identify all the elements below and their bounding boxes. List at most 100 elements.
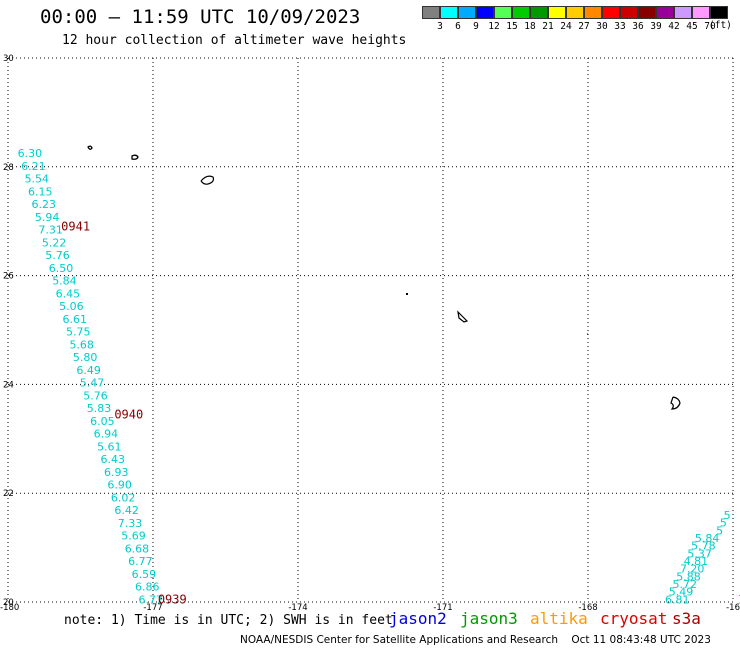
legend-label: 9 bbox=[473, 21, 479, 32]
legend-unit: (ft) bbox=[709, 20, 732, 31]
legend-label: 27 bbox=[578, 21, 590, 32]
legend-label: 15 bbox=[506, 21, 518, 32]
island-outline bbox=[406, 293, 408, 295]
wave-height-point: 5 bbox=[724, 509, 731, 522]
wave-height-point: 6.94 bbox=[94, 428, 119, 441]
wave-height-point: 5.94 bbox=[35, 211, 60, 224]
legend-label: 18 bbox=[524, 21, 536, 32]
wave-height-point: 5.80 bbox=[73, 351, 98, 364]
legend-label: 24 bbox=[560, 21, 572, 32]
wave-height-point: 6.02 bbox=[111, 491, 136, 504]
legend-swatch bbox=[458, 6, 476, 19]
legend-swatch bbox=[620, 6, 638, 19]
legend-label: 42 bbox=[668, 21, 680, 32]
island-outline bbox=[131, 154, 139, 160]
legend-swatch bbox=[494, 6, 512, 19]
satellite-label-altika: altika bbox=[530, 609, 588, 628]
legend-swatch bbox=[584, 6, 602, 19]
wave-height-point: 6.59 bbox=[132, 568, 157, 581]
wave-height-point: 6.77 bbox=[128, 555, 153, 568]
map-grid bbox=[7, 57, 734, 603]
legend-label: 30 bbox=[596, 21, 608, 32]
wave-height-point: 6.68 bbox=[125, 542, 150, 555]
wave-height-point: 5.76 bbox=[83, 389, 108, 402]
island-outline bbox=[200, 175, 215, 185]
legend-swatch bbox=[422, 6, 440, 19]
wave-height-point: 6.77 bbox=[139, 593, 164, 606]
data-points: 6.306.215.546.156.235.947.315.225.766.50… bbox=[18, 147, 740, 606]
legend-swatch bbox=[674, 6, 692, 19]
legend-label: 45 bbox=[686, 21, 698, 32]
island-outline bbox=[670, 396, 681, 410]
x-tick-label: -180 bbox=[0, 603, 19, 610]
pass-time-label: 0939 bbox=[158, 592, 187, 606]
legend-label: 12 bbox=[488, 21, 500, 32]
legend-swatch bbox=[638, 6, 656, 19]
x-tick-label: -168 bbox=[578, 603, 597, 610]
chart-title: 00:00 – 11:59 UTC 10/09/2023 bbox=[40, 6, 361, 28]
wave-height-point: 6.61 bbox=[63, 313, 88, 326]
x-tick-label: -16 bbox=[726, 603, 740, 610]
wave-height-point: 5.68 bbox=[69, 338, 94, 351]
wave-height-point: 5 bbox=[720, 517, 727, 530]
wave-height-point: 5.78 bbox=[691, 540, 716, 553]
wave-height-point: 7.20 bbox=[680, 563, 705, 576]
legend-swatch bbox=[692, 6, 710, 19]
wave-height-point: 5.76 bbox=[45, 249, 70, 262]
wave-height-point: 6.15 bbox=[28, 185, 53, 198]
y-tick-label: 22 bbox=[3, 489, 14, 499]
y-tick-label: 24 bbox=[3, 380, 14, 390]
legend-label: 36 bbox=[632, 21, 644, 32]
pass-time-label: 113 bbox=[738, 592, 740, 606]
pass-time-label: 0941 bbox=[61, 220, 90, 234]
y-tick-label: 20 bbox=[3, 598, 14, 608]
x-tick-label: -171 bbox=[433, 603, 452, 610]
wave-height-point: 5.49 bbox=[669, 586, 694, 599]
wave-height-point: 5.69 bbox=[121, 530, 146, 543]
legend-swatch bbox=[476, 6, 494, 19]
legend-swatch bbox=[548, 6, 566, 19]
wave-height-point: 5.75 bbox=[66, 326, 91, 339]
legend-swatch bbox=[656, 6, 674, 19]
satellite-label-jason3: jason3 bbox=[460, 609, 518, 628]
footer-note: note: 1) Time is in UTC; 2) SWH is in fe… bbox=[64, 613, 393, 628]
satellite-label-jason2: jason2 bbox=[389, 609, 447, 628]
wave-height-point: 5.72 bbox=[672, 578, 697, 591]
islands bbox=[87, 145, 681, 410]
wave-height-point: 6.50 bbox=[49, 262, 74, 275]
altimeter-map: -180 -177 -174 -171 -168 -16 20 22 24 26 28 30 6.30… bbox=[0, 54, 740, 610]
y-tick-label: 30 bbox=[3, 54, 14, 64]
wave-height-point: 5.47 bbox=[80, 377, 105, 390]
wave-height-point: 5.06 bbox=[59, 300, 84, 313]
legend-swatch bbox=[530, 6, 548, 19]
wave-height-point: 5.54 bbox=[25, 173, 49, 186]
legend-swatch bbox=[602, 6, 620, 19]
wave-height-point: 5.84 bbox=[695, 532, 720, 545]
x-tick-label: -174 bbox=[288, 603, 307, 610]
wave-height-point: 6.21 bbox=[21, 160, 46, 173]
chart-subtitle: 12 hour collection of altimeter wave hei… bbox=[62, 33, 407, 48]
y-tick-label: 26 bbox=[3, 272, 14, 282]
legend-label: 39 bbox=[650, 21, 662, 32]
island-outline bbox=[457, 310, 469, 323]
legend-label: 6 bbox=[455, 21, 461, 32]
wave-height-point: 5.83 bbox=[87, 402, 112, 415]
wave-height-point: 6.86 bbox=[135, 581, 160, 594]
legend-swatch bbox=[440, 6, 458, 19]
wave-height-point: 6.42 bbox=[114, 504, 139, 517]
legend-swatch bbox=[710, 6, 728, 19]
wave-height-point: 6.30 bbox=[18, 147, 42, 160]
wave-height-point: 6.49 bbox=[76, 364, 101, 377]
wave-height-point: 5.61 bbox=[97, 440, 122, 453]
wave-height-point: 5 bbox=[716, 524, 723, 537]
legend-label: 70 bbox=[704, 21, 716, 32]
satellite-label-cryosat: cryosat bbox=[600, 609, 668, 628]
island-outline bbox=[87, 145, 93, 150]
pass-time-label: 0940 bbox=[114, 407, 143, 421]
wave-height-point: 4.81 bbox=[684, 555, 709, 568]
legend-swatch bbox=[566, 6, 584, 19]
x-tick-label: -177 bbox=[143, 603, 162, 610]
wave-height-point: 6.23 bbox=[31, 198, 55, 211]
wave-height-point: 6.93 bbox=[104, 466, 129, 479]
wave-height-point: 6.81 bbox=[665, 593, 690, 606]
